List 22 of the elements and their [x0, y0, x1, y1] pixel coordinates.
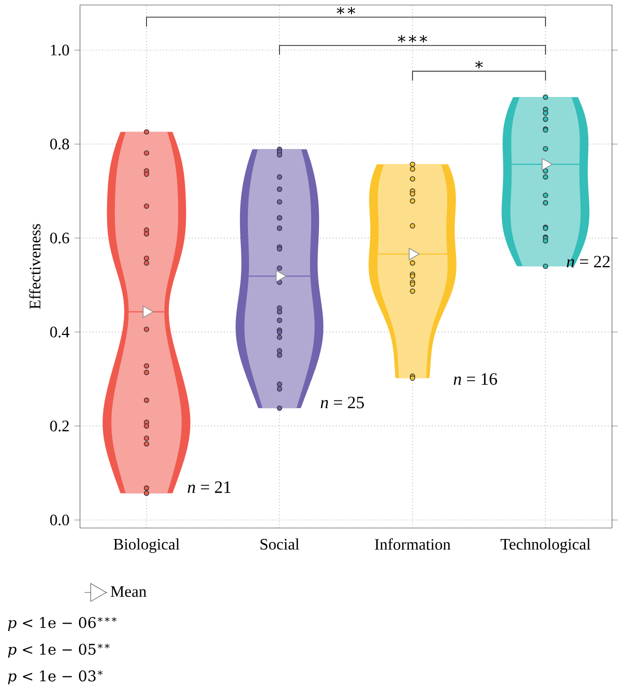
x-tick-label: Information [374, 538, 450, 550]
annotation: ∗∗ [336, 6, 356, 14]
annotation: n = 22 [566, 256, 610, 268]
y-tick-label: 0.6 [50, 232, 70, 244]
annotation: ∗∗∗ [398, 35, 428, 42]
annotation: n = 21 [188, 481, 231, 493]
y-axis-title: Effectiveness [29, 224, 40, 309]
x-tick-label: Technological [500, 538, 590, 553]
annotation: n = 25 [320, 396, 364, 408]
y-tick-label: 0.0 [50, 514, 69, 526]
x-tick-label: Biological [114, 538, 180, 553]
text: p < 1e − 06$^{∗∗∗}$ [8, 617, 117, 631]
y-tick-label: 0.4 [50, 326, 70, 338]
y-tick-label: 1.0 [51, 44, 69, 56]
text: Mean [110, 586, 146, 597]
annotation: ∗ [475, 60, 483, 68]
x-tick-label: Social [260, 538, 300, 550]
y-tick-label: 0.8 [50, 138, 69, 150]
y-tick-label: 0.2 [50, 420, 69, 432]
annotation: n = 16 [454, 373, 498, 385]
text: p < 1e − 05$^{∗∗}$ [8, 644, 110, 658]
text: p < 1e − 03$^{∗}$ [8, 670, 103, 684]
